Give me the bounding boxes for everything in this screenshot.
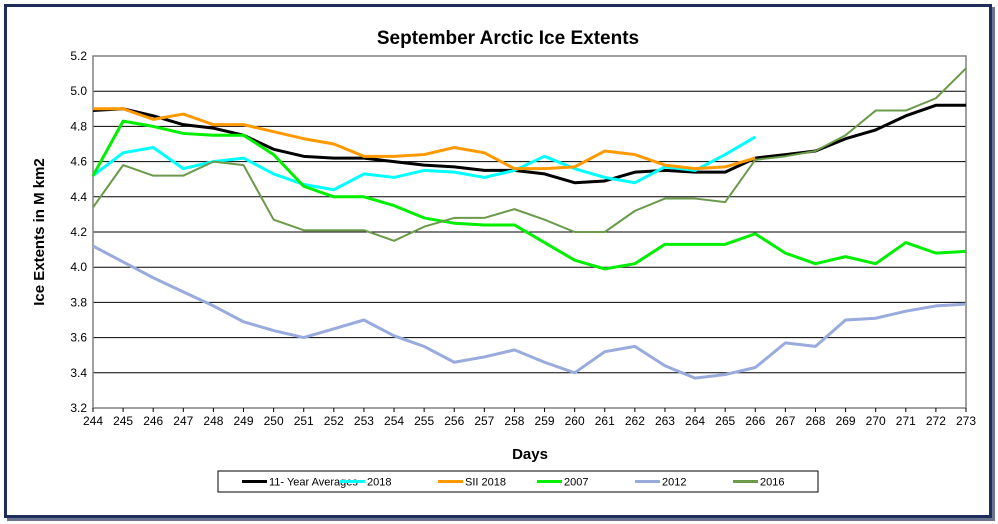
y-tick-label: 3.6 [70, 331, 87, 345]
y-tick-label: 5.0 [70, 84, 87, 98]
series-line-11-year-averages [92, 103, 966, 185]
x-tick-label: 248 [203, 414, 223, 428]
legend-label: 2007 [564, 477, 588, 489]
y-tick-label: 4.4 [70, 190, 87, 204]
plot-area [92, 55, 967, 409]
x-tick-label: 257 [474, 414, 494, 428]
x-tick-label: 267 [775, 414, 795, 428]
x-tick-label: 266 [745, 414, 765, 428]
x-tick-label: 262 [625, 414, 645, 428]
x-tick-label: 261 [595, 414, 615, 428]
x-tick-label: 245 [113, 414, 133, 428]
x-tick-label: 271 [896, 414, 916, 428]
x-axis-label: Days [512, 446, 548, 463]
x-tick-label: 270 [866, 414, 886, 428]
legend [217, 470, 819, 493]
x-tick-label: 251 [294, 414, 314, 428]
chart-title: September Arctic Ice Extents [377, 28, 639, 49]
x-tick-label: 268 [805, 414, 825, 428]
y-axis-label: Ice Extents in M km2 [31, 158, 48, 306]
legend-label: 2016 [760, 477, 784, 489]
y-tick-label: 4.8 [70, 119, 87, 133]
y-tick-label: 3.4 [70, 366, 87, 380]
x-tick-label: 253 [354, 414, 374, 428]
y-tick-label: 4.6 [70, 155, 87, 169]
y-tick-label: 4.2 [70, 225, 87, 239]
x-tick-label: 254 [384, 414, 404, 428]
y-tick-label: 5.2 [70, 49, 87, 63]
x-tick-label: 273 [956, 414, 976, 428]
y-tick-label: 3.8 [70, 295, 87, 309]
x-tick-label: 269 [836, 414, 856, 428]
series-line-2007 [91, 119, 967, 271]
series-line-2016 [92, 67, 967, 242]
y-tick-label: 4.0 [70, 260, 87, 274]
x-tick-label: 259 [535, 414, 555, 428]
y-tick-label: 3.2 [70, 401, 87, 415]
x-tick-label: 265 [715, 414, 735, 428]
legend-label: 2012 [662, 477, 686, 489]
x-tick-label: 264 [685, 414, 705, 428]
x-tick-label: 249 [234, 414, 254, 428]
series-line-2012 [92, 244, 967, 380]
x-tick-label: 256 [444, 414, 464, 428]
x-tick-label: 250 [264, 414, 284, 428]
x-tick-label: 246 [143, 414, 163, 428]
x-tick-label: 263 [655, 414, 675, 428]
x-tick-label: 258 [504, 414, 524, 428]
x-tick-label: 247 [173, 414, 193, 428]
series-line-sii-2018 [93, 107, 756, 171]
x-tick-label: 272 [926, 414, 946, 428]
x-tick-label: 252 [324, 414, 344, 428]
x-tick-label: 260 [565, 414, 585, 428]
legend-label: SII 2018 [465, 477, 506, 489]
legend-label: 11- Year Averages [269, 477, 358, 489]
x-tick-label: 255 [414, 414, 434, 428]
x-tick-label: 244 [83, 414, 103, 428]
legend-label: 2018 [367, 477, 391, 489]
